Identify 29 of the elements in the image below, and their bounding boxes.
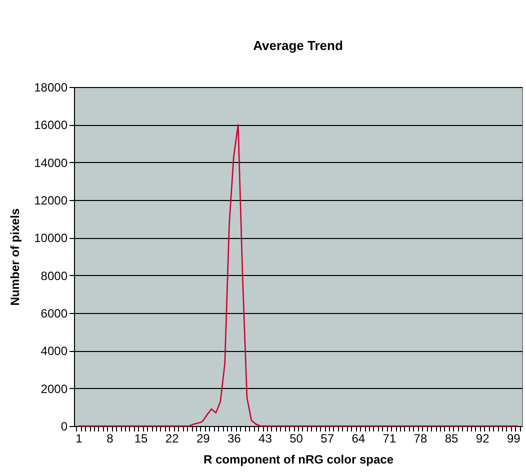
x-tick-label: 92 <box>476 432 490 446</box>
y-tick-label: 14000 <box>34 156 68 170</box>
line-series <box>78 124 518 427</box>
x-tick-label: 64 <box>352 432 366 446</box>
x-tick-label: 99 <box>506 432 521 446</box>
x-tick-label: 1 <box>76 432 83 446</box>
x-tick-label: 50 <box>290 432 304 446</box>
chart-title: Average Trend <box>253 38 343 53</box>
y-tick-label: 10000 <box>34 231 68 246</box>
x-tick-label: 57 <box>320 432 334 446</box>
x-axis-title: R component of nRG color space <box>203 452 394 466</box>
x-tick-label: 15 <box>134 432 148 446</box>
y-tick-label: 2000 <box>40 382 68 396</box>
y-tick-label: 8000 <box>40 268 68 283</box>
y-tick-label: 4000 <box>40 344 68 358</box>
x-tick-label: 22 <box>165 432 180 446</box>
x-tick-label: 29 <box>196 432 210 446</box>
y-tick-label: 16000 <box>34 118 68 132</box>
x-tick-label: 78 <box>414 432 428 446</box>
y-tick-label: 0 <box>60 420 68 434</box>
x-tick-label: 36 <box>228 432 242 446</box>
y-tick-label: 6000 <box>40 306 68 320</box>
y-tick-label: 12000 <box>34 194 68 208</box>
y-tick-label: 18000 <box>34 80 68 94</box>
x-tick-label: 8 <box>106 432 114 446</box>
x-tick-label: 71 <box>382 432 396 446</box>
y-axis-title: Number of pixels <box>8 208 22 306</box>
x-tick-label: 85 <box>444 432 459 446</box>
x-tick-label: 43 <box>258 432 272 446</box>
